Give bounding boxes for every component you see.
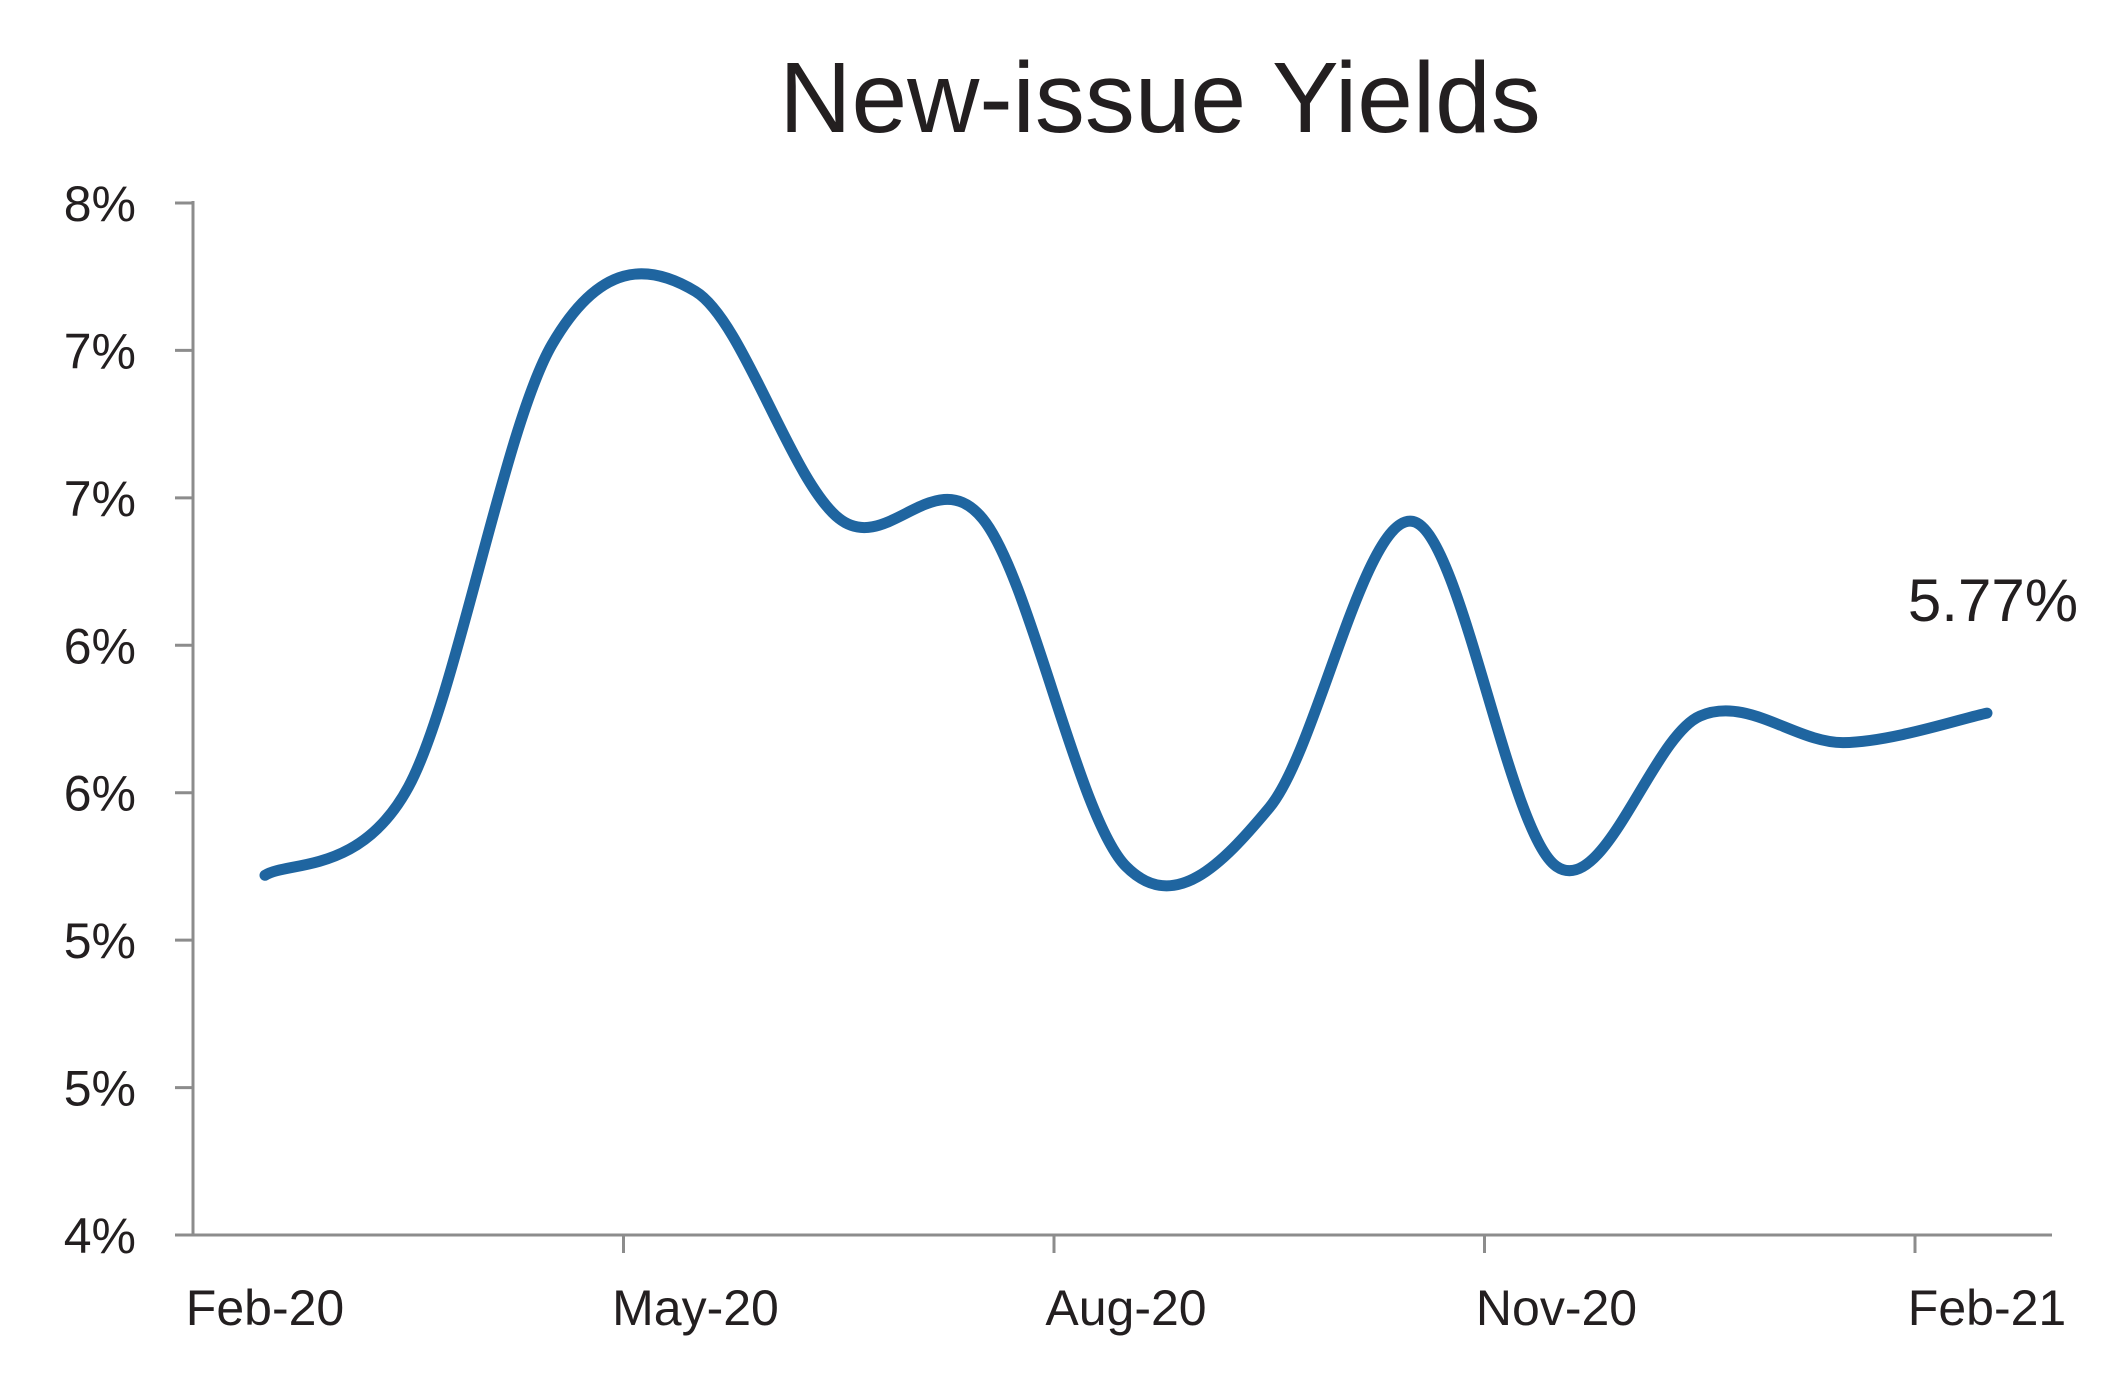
y-axis-ticks: 4% 5% 5% 6% 6% 7% 7% 8% [64,176,193,1264]
x-tick-label: Feb-20 [186,1280,344,1336]
x-tick-label: Aug-20 [1045,1280,1206,1336]
series-line-new-issue-yield [259,268,1993,892]
x-tick-label: Feb-21 [1908,1280,2066,1336]
x-tick-label: Nov-20 [1476,1280,1637,1336]
y-tick-label: 7% [64,323,136,379]
y-tick-label: 8% [64,176,136,232]
axes [191,201,2052,1237]
annotations: 5.77% [1908,567,2078,634]
y-tick-label: 6% [64,618,136,674]
x-tick-label: May-20 [612,1280,779,1336]
data-label-last-value: 5.77% [1908,567,2078,634]
y-tick-label: 7% [64,471,136,527]
chart-title: New-issue Yields [779,42,1540,154]
y-tick-label: 5% [64,1061,136,1117]
y-tick-label: 4% [64,1208,136,1264]
series-group [259,268,1993,892]
y-tick-label: 6% [64,766,136,822]
x-axis-ticks: Feb-20 May-20 Aug-20 Nov-20 Feb-21 [186,1235,2066,1336]
y-tick-label: 5% [64,913,136,969]
